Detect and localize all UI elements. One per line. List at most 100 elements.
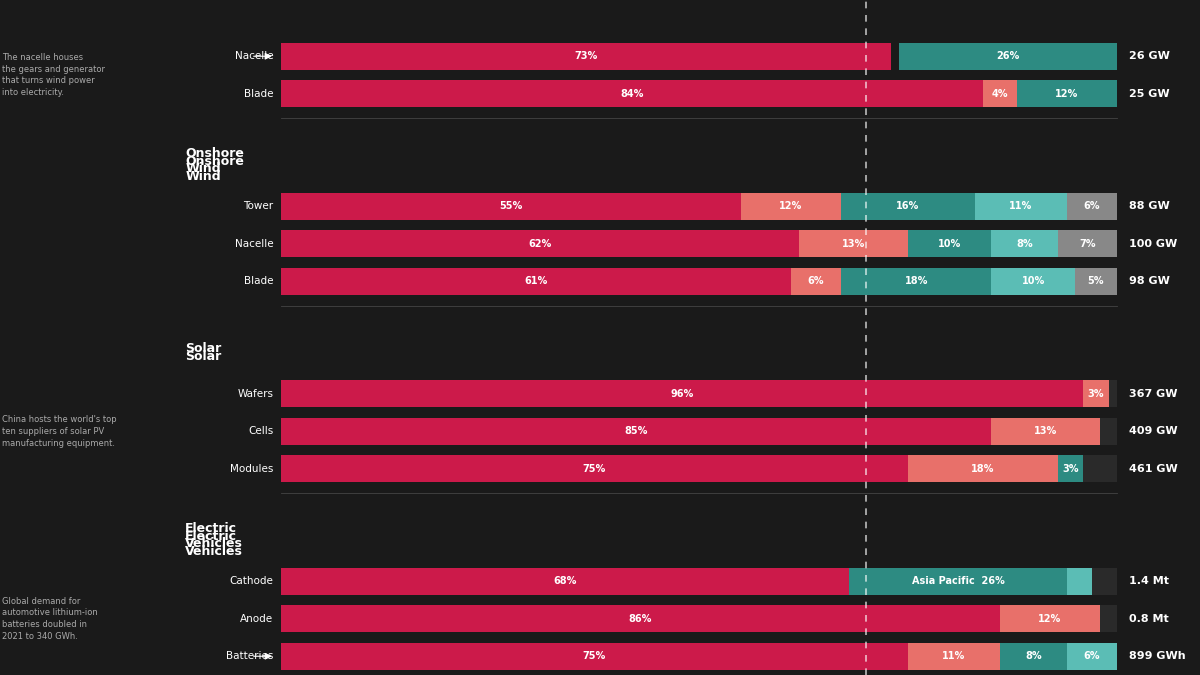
Text: 86%: 86% [629, 614, 652, 624]
Text: Asia Pacific  26%: Asia Pacific 26% [912, 576, 1004, 587]
Bar [1058, 230, 1117, 257]
Text: 26%: 26% [996, 51, 1020, 61]
Bar [900, 43, 1117, 70]
Text: 1.4 Mt: 1.4 Mt [1129, 576, 1169, 587]
Text: 96%: 96% [671, 389, 694, 399]
Bar [1000, 605, 1100, 632]
Text: 100 GW: 100 GW [1129, 239, 1177, 249]
Text: Nacelle: Nacelle [235, 239, 274, 249]
Text: 409 GW: 409 GW [1129, 426, 1177, 436]
Text: 8%: 8% [1025, 651, 1042, 662]
Bar [281, 80, 1117, 107]
Bar [281, 193, 1117, 220]
Text: 3%: 3% [1087, 389, 1104, 399]
Bar [281, 268, 791, 295]
Text: Blade: Blade [244, 276, 274, 286]
Text: Modules: Modules [230, 464, 274, 474]
Bar [740, 193, 841, 220]
Text: 7%: 7% [1079, 239, 1096, 249]
Bar [281, 43, 1117, 70]
Text: 10%: 10% [1021, 276, 1045, 286]
Bar [281, 380, 1084, 407]
Text: Wafers: Wafers [238, 389, 274, 399]
Bar [281, 455, 908, 482]
Text: 12%: 12% [1055, 88, 1079, 99]
Bar [281, 455, 1117, 482]
Bar [1058, 455, 1084, 482]
Text: 8%: 8% [1016, 239, 1033, 249]
Bar [281, 230, 799, 257]
Bar [908, 643, 1000, 670]
Text: Tower: Tower [244, 201, 274, 211]
Text: 0.8 Mt: 0.8 Mt [1129, 614, 1169, 624]
Text: 12%: 12% [779, 201, 803, 211]
Text: Global demand for
automotive lithium-ion
batteries doubled in
2021 to 340 GWh.: Global demand for automotive lithium-ion… [2, 597, 98, 641]
Bar [281, 380, 1117, 407]
Bar [1084, 380, 1109, 407]
Bar [1067, 643, 1117, 670]
Text: 16%: 16% [896, 201, 919, 211]
Text: Electric
Vehicles: Electric Vehicles [185, 522, 244, 550]
Text: 11%: 11% [942, 651, 966, 662]
Text: 899 GWh: 899 GWh [1129, 651, 1186, 662]
Bar [991, 230, 1058, 257]
Text: 68%: 68% [553, 576, 577, 587]
Text: 13%: 13% [1034, 426, 1057, 436]
Bar [850, 568, 1067, 595]
Bar [991, 268, 1075, 295]
Text: 6%: 6% [808, 276, 824, 286]
Text: Onshore
Wind: Onshore Wind [185, 155, 244, 183]
Text: Solar: Solar [185, 342, 222, 355]
Text: 73%: 73% [575, 51, 598, 61]
Text: 12%: 12% [1038, 614, 1062, 624]
Text: Anode: Anode [240, 614, 274, 624]
Text: 18%: 18% [905, 276, 928, 286]
Text: 5%: 5% [1087, 276, 1104, 286]
Bar [1067, 568, 1092, 595]
Bar [1016, 80, 1117, 107]
Text: 55%: 55% [499, 201, 522, 211]
Text: 3%: 3% [1063, 464, 1079, 474]
Text: 88 GW: 88 GW [1129, 201, 1170, 211]
Text: 75%: 75% [583, 651, 606, 662]
Bar [281, 568, 850, 595]
Bar [281, 605, 1117, 632]
Bar [1000, 643, 1067, 670]
Text: 85%: 85% [624, 426, 648, 436]
Bar [991, 418, 1100, 445]
Text: 4%: 4% [991, 88, 1008, 99]
Bar [841, 193, 974, 220]
Bar [908, 455, 1058, 482]
Bar [1075, 268, 1117, 295]
Text: 10%: 10% [938, 239, 961, 249]
Bar [983, 80, 1016, 107]
Bar [281, 80, 983, 107]
Bar [281, 643, 1117, 670]
Bar [799, 230, 908, 257]
Text: 367 GW: 367 GW [1129, 389, 1177, 399]
Text: 25 GW: 25 GW [1129, 88, 1170, 99]
Text: Nacelle: Nacelle [235, 51, 274, 61]
Bar [791, 268, 841, 295]
Text: 98 GW: 98 GW [1129, 276, 1170, 286]
Bar [281, 605, 1000, 632]
Bar [281, 193, 740, 220]
Text: Batteries: Batteries [226, 651, 274, 662]
Bar [281, 418, 1117, 445]
Bar [908, 230, 991, 257]
Text: 13%: 13% [842, 239, 865, 249]
Text: Cells: Cells [248, 426, 274, 436]
Text: Blade: Blade [244, 88, 274, 99]
Text: 6%: 6% [1084, 651, 1100, 662]
Text: China hosts the world's top
ten suppliers of solar PV
manufacturing equipment.: China hosts the world's top ten supplier… [2, 415, 118, 448]
Bar [281, 568, 1117, 595]
Text: 18%: 18% [972, 464, 995, 474]
Text: 75%: 75% [583, 464, 606, 474]
Bar [281, 230, 1117, 257]
Text: 11%: 11% [1009, 201, 1032, 211]
Bar [281, 418, 991, 445]
Bar [892, 43, 900, 70]
Text: 26 GW: 26 GW [1129, 51, 1170, 61]
Text: 461 GW: 461 GW [1129, 464, 1177, 474]
Bar [281, 43, 892, 70]
